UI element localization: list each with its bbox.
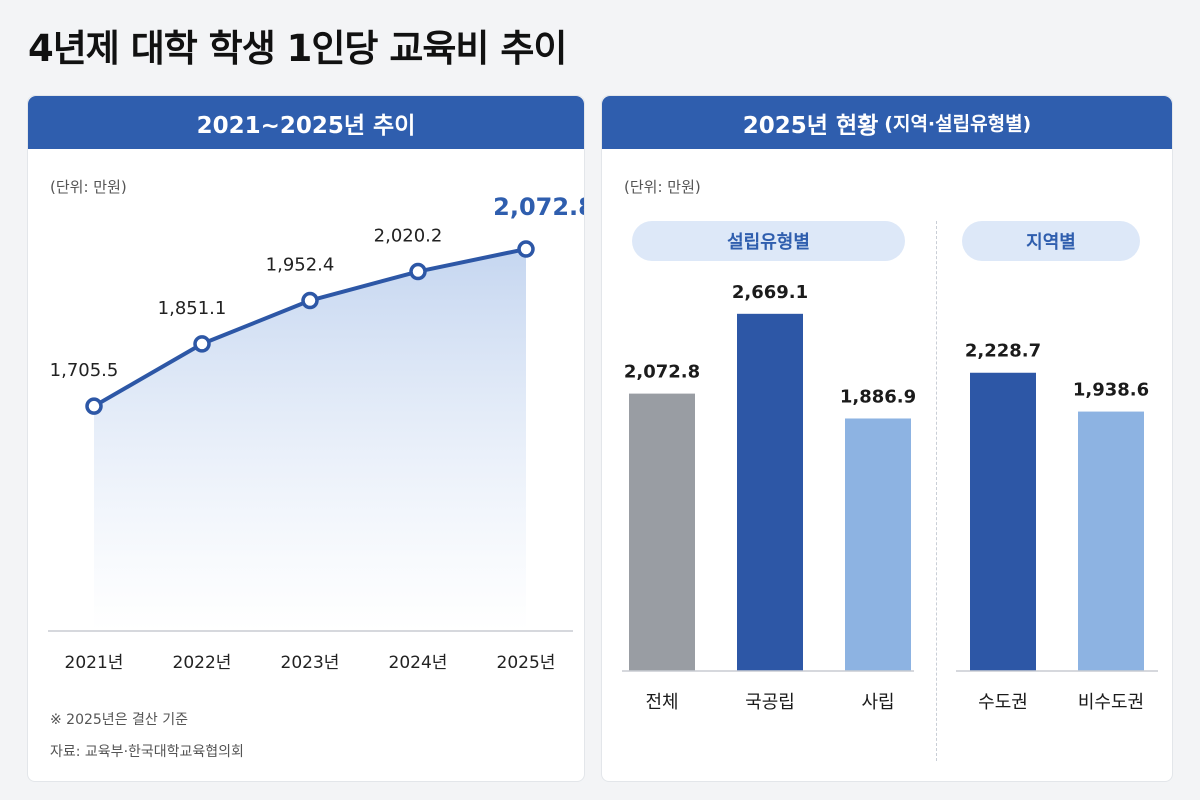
group-divider	[936, 221, 937, 761]
bar-value-label: 2,228.7	[965, 341, 1041, 362]
bar-category-label: 사립	[861, 692, 894, 713]
status-unit-label: (단위: 만원)	[624, 178, 701, 196]
status-panel-subtitle: (지역·설립유형별)	[884, 113, 1032, 135]
trend-footnote: ※ 2025년은 결산 기준	[50, 712, 188, 728]
trend-line-chart: 1,705.5 2021년 1,851.1 2022년 1,952.4 2023년 2,02…	[48, 193, 584, 673]
bar-category-label: 전체	[645, 692, 678, 713]
trend-point	[517, 240, 535, 258]
trend-panel: 2021~2025년 추이 (단위: 만원) 1,705.5 2021년 1,851…	[27, 95, 585, 782]
trend-panel-header: 2021~2025년 추이	[28, 96, 584, 149]
group-pill-type: 설립유형별	[632, 221, 905, 261]
bar	[1078, 411, 1144, 671]
group-pill-region: 지역별	[962, 221, 1140, 261]
bar-value-label: 1,938.6	[1073, 380, 1149, 401]
x-tick-label: 2025년	[497, 653, 556, 673]
x-tick-label: 2023년	[281, 653, 340, 673]
bar-value-label: 2,072.8	[624, 362, 700, 383]
trend-point	[301, 291, 319, 310]
bar-category-label: 비수도권	[1078, 692, 1144, 713]
page-title: 4년제 대학 학생 1인당 교육비 추이	[28, 27, 567, 70]
bar-value-label: 2,669.1	[732, 282, 808, 303]
bar	[970, 372, 1036, 671]
bar-category-label: 수도권	[978, 692, 1028, 713]
status-bar-chart: 2,072.8 전체 2,669.1 국공립 1,886.9 사립 2,228.7 수도권 1,…	[622, 282, 1158, 713]
trend-value-label: 2,020.2	[374, 226, 443, 247]
status-panel-title: 2025년 현황	[742, 112, 879, 139]
x-tick-label: 2024년	[389, 653, 448, 673]
x-tick-label: 2022년	[173, 653, 232, 673]
x-tick-label: 2021년	[65, 653, 124, 673]
trend-panel-title: 2021~2025년 추이	[196, 112, 416, 139]
trend-value-label: 2,072.8	[493, 193, 584, 221]
trend-source: 자료: 교육부·한국대학교육협의회	[50, 744, 244, 760]
trend-unit-label: (단위: 만원)	[50, 178, 127, 196]
trend-value-label: 1,705.5	[50, 360, 119, 381]
bar	[629, 393, 695, 671]
bar	[737, 313, 803, 671]
trend-point	[409, 262, 427, 281]
bar	[845, 418, 911, 671]
status-panel-header: 2025년 현황 (지역·설립유형별)	[602, 96, 1172, 149]
trend-point	[85, 397, 103, 415]
bar-category-label: 국공립	[745, 692, 795, 713]
trend-value-label: 1,952.4	[266, 255, 335, 276]
trend-value-label: 1,851.1	[158, 298, 227, 319]
status-panel: 2025년 현황 (지역·설립유형별) (단위: 만원) 설립유형별 지역별 2…	[601, 95, 1173, 782]
trend-point	[193, 335, 211, 353]
bar-value-label: 1,886.9	[840, 386, 916, 407]
